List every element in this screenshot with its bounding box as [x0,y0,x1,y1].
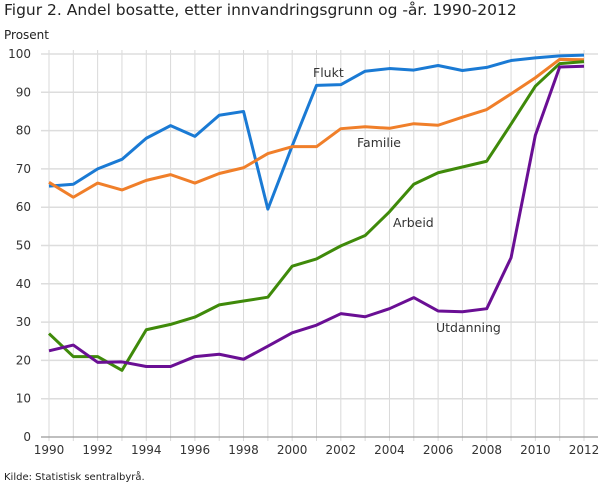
x-tick-label: 2006 [423,443,454,457]
y-tick-label: 50 [16,239,31,253]
source-note: Kilde: Statistisk sentralbyrå. [4,472,145,483]
y-tick-label: 20 [16,353,31,367]
x-tick-label: 1992 [82,443,113,457]
series-line-familie [48,57,585,199]
series-line-utdanning [48,64,585,369]
y-tick-label: 0 [23,430,31,444]
x-tick-label: 1996 [180,443,211,457]
y-tick-label: 60 [16,200,31,214]
series-line-flukt [48,53,585,211]
x-tick-label: 2010 [520,443,551,457]
y-tick-label: 70 [16,162,31,176]
x-tick-label: 2000 [277,443,308,457]
x-tick-label: 2002 [326,443,357,457]
series-label-flukt: Flukt [313,65,344,80]
x-tick-label: 1990 [34,443,65,457]
y-tick-label: 90 [16,85,31,99]
y-tick-label: 100 [8,47,31,61]
chart-title: Figur 2. Andel bosatte, etter innvandrin… [4,1,517,19]
x-tick-label: 1998 [228,443,259,457]
y-tick-label: 40 [16,277,31,291]
y-tick-label: 10 [16,392,31,406]
series-label-utdanning: Utdanning [436,320,501,335]
series-label-arbeid: Arbeid [393,215,434,230]
y-tick-label: 30 [16,315,31,329]
series-label-familie: Familie [357,135,401,150]
x-tick-label: 2004 [374,443,405,457]
y-tick-label: 80 [16,124,31,138]
y-axis-label: Prosent [4,28,49,42]
x-tick-label: 1994 [131,443,162,457]
x-tick-label: 2008 [471,443,502,457]
series-line-arbeid [47,60,585,372]
x-tick-label: 2012 [569,443,600,457]
